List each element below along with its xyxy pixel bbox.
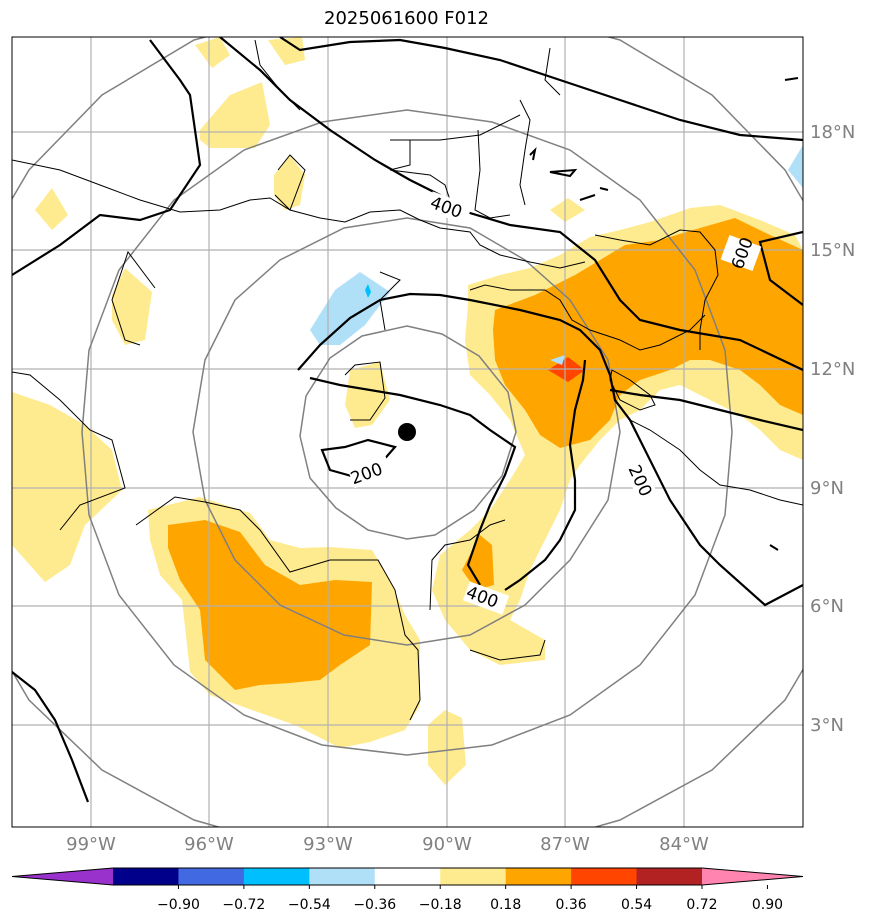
colorbar-segment <box>505 868 572 885</box>
shade-region-light <box>112 268 152 345</box>
map-title: 2025061600 F012 <box>324 8 489 29</box>
colorbar-tick-label: 0.18 <box>490 897 521 913</box>
colorbar-tick-label: 0.36 <box>556 897 587 913</box>
shade-region-orange <box>168 520 372 690</box>
lat-label: 18°N <box>810 122 855 143</box>
colorbar-tick-label: −0.72 <box>222 897 265 913</box>
colorbar-tick-label: −0.18 <box>419 897 462 913</box>
coastlines <box>12 39 803 721</box>
longitude-labels: 99°W 96°W 93°W 90°W 87°W 84°W <box>66 834 709 855</box>
shade-region-light <box>268 37 305 65</box>
colorbar-segment <box>374 868 441 885</box>
map-panel: 400 600 200 200 400 <box>12 37 803 827</box>
contours <box>12 37 803 803</box>
shade-region-light <box>195 37 230 68</box>
colorbar-tick-label: 0.54 <box>621 897 652 913</box>
lon-label: 93°W <box>303 834 353 855</box>
colorbar: −0.90 −0.72 −0.54 −0.36 −0.18 0.18 0.36 0.54 0.7… <box>11 867 804 913</box>
lat-label: 15°N <box>810 240 855 261</box>
colorbar-segment <box>243 868 310 885</box>
lon-label: 84°W <box>659 834 709 855</box>
shade-region-lightblue <box>550 355 565 365</box>
lat-label: 9°N <box>810 478 844 499</box>
colorbar-tick-label: 0.72 <box>686 897 717 913</box>
range-rings <box>12 37 803 827</box>
shade-region-light <box>274 155 305 210</box>
map-frame <box>11 36 804 828</box>
latitude-labels: 18°N 15°N 12°N 9°N 6°N 3°N <box>810 122 855 736</box>
shade-region-light <box>550 198 585 222</box>
storm-center-marker <box>398 423 416 441</box>
shade-region-lightblue <box>788 145 803 188</box>
colorbar-tick-label: −0.90 <box>157 897 200 913</box>
colorbar-segment <box>636 868 703 885</box>
colorbar-outline <box>11 867 804 886</box>
lat-label: 12°N <box>810 359 855 380</box>
shade-region-light <box>12 392 122 582</box>
colorbar-tick-label: −0.54 <box>288 897 331 913</box>
shaded-field <box>12 37 803 785</box>
gridlines <box>12 37 803 827</box>
shade-region-cyan <box>365 284 371 298</box>
lat-label: 6°N <box>810 596 844 617</box>
shade-region-orange <box>493 218 803 448</box>
shade-region-orange <box>462 535 494 590</box>
islands <box>529 77 799 551</box>
lon-label: 96°W <box>184 834 234 855</box>
colorbar-segment <box>113 868 179 885</box>
colorbar-segment <box>440 868 507 885</box>
shade-region-light <box>35 188 68 230</box>
colorbar-tick-label: 0.90 <box>752 897 783 913</box>
lon-label: 87°W <box>540 834 590 855</box>
lat-label: 3°N <box>810 715 844 736</box>
lon-label: 99°W <box>66 834 116 855</box>
colorbar-segment <box>571 868 638 885</box>
colorbar-segment <box>178 868 245 885</box>
colorbar-tick-label: −0.36 <box>353 897 396 913</box>
colorbar-extend-low <box>12 868 113 885</box>
colorbar-extend-high <box>702 868 803 885</box>
colorbar-segment <box>309 868 376 885</box>
shade-region-light <box>345 362 390 428</box>
lon-label: 90°W <box>422 834 472 855</box>
